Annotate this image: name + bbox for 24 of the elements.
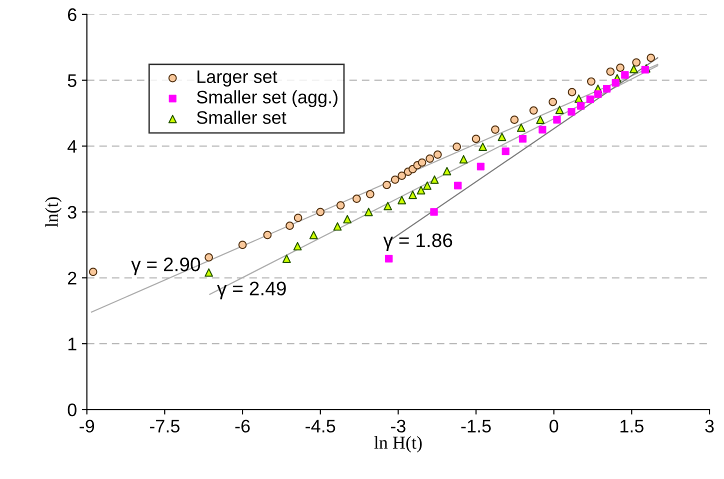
x-tick-label: -9 <box>80 420 94 433</box>
x-tick-label: -7.5 <box>150 420 180 433</box>
legend-label: Smaller set <box>196 110 286 124</box>
y-tick-label: 0 <box>68 403 76 416</box>
x-tick-label: 1.5 <box>620 420 644 433</box>
annotation: γ = 2.90 <box>131 258 200 276</box>
x-tick-label: -3 <box>390 420 406 433</box>
x-tick-label: -6 <box>235 420 250 433</box>
x-tick-label: -1.5 <box>461 420 491 433</box>
x-axis-title: ln H(t) <box>374 436 422 452</box>
y-tick-label: 4 <box>68 140 77 153</box>
x-tick-label: 3 <box>705 420 714 433</box>
y-tick-label: 1 <box>68 338 76 350</box>
x-tick-label: 0 <box>550 420 558 433</box>
y-tick-label: 2 <box>68 272 76 284</box>
annotation: γ = 1.86 <box>383 233 452 252</box>
legend-label: Smaller set (agg.) <box>196 90 338 108</box>
y-tick-label: 6 <box>68 8 76 22</box>
y-tick-label: 3 <box>68 206 76 219</box>
annotation: γ = 2.49 <box>217 282 286 300</box>
x-tick-label: -4.5 <box>306 420 336 433</box>
y-tick-label: 5 <box>68 74 76 87</box>
y-axis-title: ln(t) <box>45 197 62 228</box>
legend-label: Larger set <box>198 70 278 87</box>
